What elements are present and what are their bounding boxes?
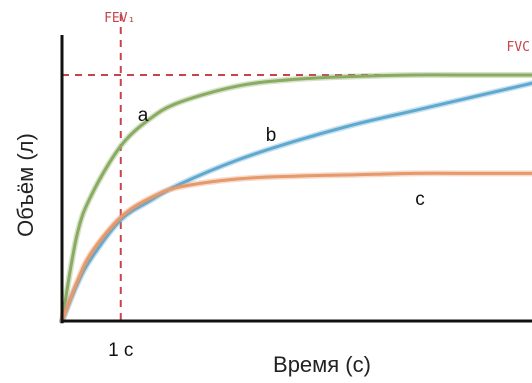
series-a-line <box>60 73 532 323</box>
labels: FEV₁ FVC a b c 1 с <box>104 11 530 361</box>
fvc-label: FVC <box>507 40 530 55</box>
y-axis-title: Объём (л) <box>13 133 38 237</box>
series-lines <box>59 71 532 324</box>
series-a-glow <box>59 71 532 324</box>
series-b-label: b <box>266 125 277 146</box>
fev1-label: FEV₁ <box>104 11 135 26</box>
series-c-glow <box>59 170 532 324</box>
series-a-label: a <box>138 105 149 126</box>
series-b-glow <box>59 80 532 324</box>
reference-lines <box>62 14 532 321</box>
series-c-line <box>60 171 532 323</box>
x-axis-title: Время (с) <box>273 352 371 377</box>
series-c-label: c <box>415 189 425 210</box>
x-tick-label: 1 с <box>108 340 133 361</box>
series-b-line <box>60 81 532 323</box>
